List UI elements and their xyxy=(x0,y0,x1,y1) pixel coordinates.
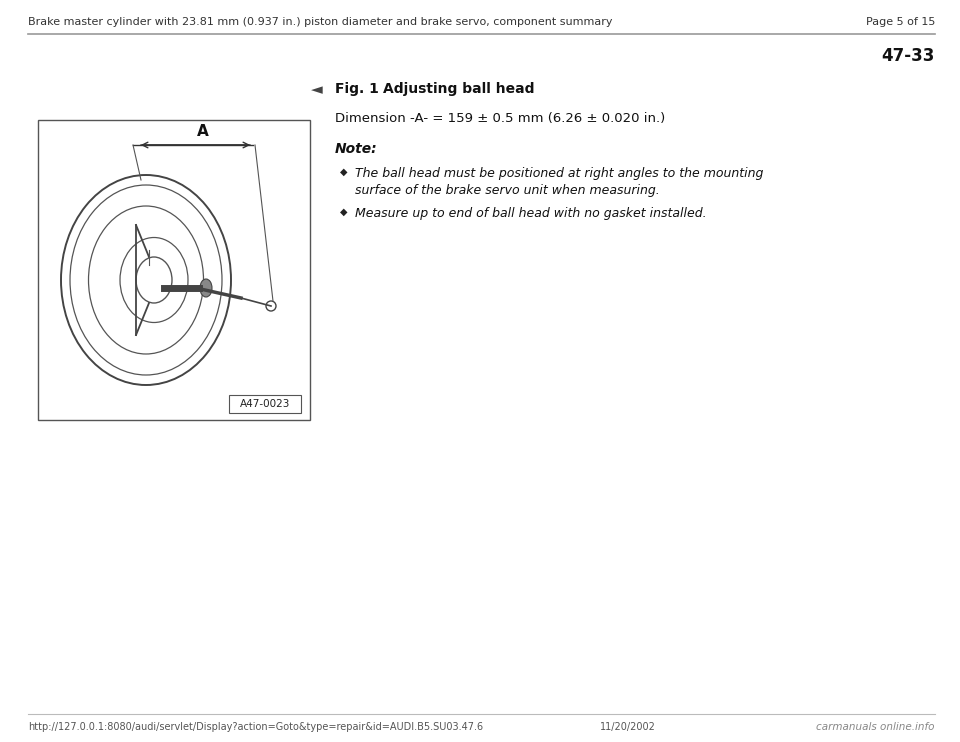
Text: Page 5 of 15: Page 5 of 15 xyxy=(866,17,935,27)
Text: 11/20/2002: 11/20/2002 xyxy=(600,722,656,732)
Text: Adjusting ball head: Adjusting ball head xyxy=(383,82,535,96)
Text: ◆: ◆ xyxy=(340,207,348,217)
Text: Measure up to end of ball head with no gasket installed.: Measure up to end of ball head with no g… xyxy=(355,207,707,220)
Bar xyxy=(38,120,310,420)
Text: The ball head must be positioned at right angles to the mounting: The ball head must be positioned at righ… xyxy=(355,167,763,180)
Text: ◄: ◄ xyxy=(311,82,323,97)
Text: http://127.0.0.1:8080/audi/servlet/Display?action=Goto&type=repair&id=AUDI.B5.SU: http://127.0.0.1:8080/audi/servlet/Displ… xyxy=(28,722,483,732)
FancyBboxPatch shape xyxy=(229,395,301,413)
Ellipse shape xyxy=(200,279,212,297)
Text: Brake master cylinder with 23.81 mm (0.937 in.) piston diameter and brake servo,: Brake master cylinder with 23.81 mm (0.9… xyxy=(28,17,612,27)
Text: Fig. 1: Fig. 1 xyxy=(335,82,379,96)
Circle shape xyxy=(266,301,276,311)
Text: ◆: ◆ xyxy=(340,167,348,177)
Text: A47-0023: A47-0023 xyxy=(240,399,290,409)
Text: Note:: Note: xyxy=(335,142,377,156)
Text: surface of the brake servo unit when measuring.: surface of the brake servo unit when mea… xyxy=(355,184,660,197)
Text: A: A xyxy=(197,124,209,139)
Text: Dimension -A- = 159 ± 0.5 mm (6.26 ± 0.020 in.): Dimension -A- = 159 ± 0.5 mm (6.26 ± 0.0… xyxy=(335,112,665,125)
Text: 47-33: 47-33 xyxy=(881,47,935,65)
Text: carmanuals online.info: carmanuals online.info xyxy=(817,722,935,732)
